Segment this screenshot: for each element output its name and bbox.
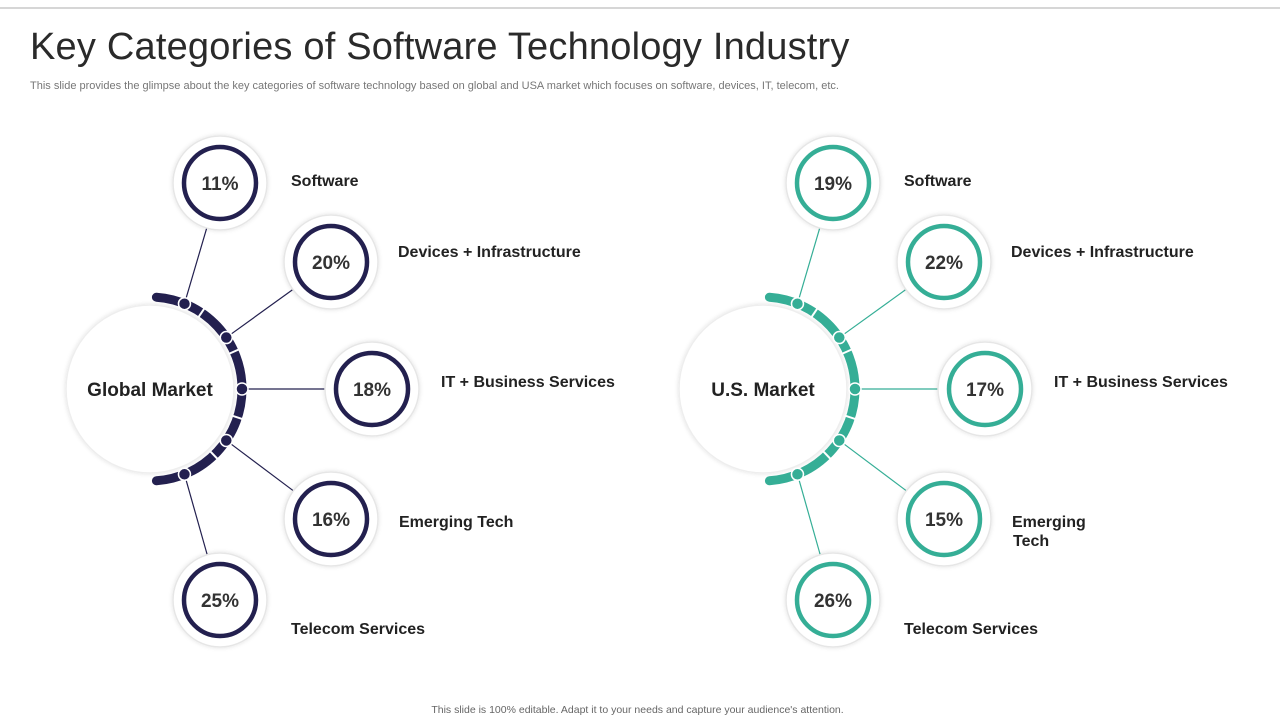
category-label: Telecom Services: [291, 621, 425, 638]
category-percentage: 22%: [925, 253, 963, 274]
top-rule: [0, 7, 1280, 9]
category-label: Emerging Tech: [1012, 514, 1086, 550]
arc-segment-gap: [209, 450, 219, 461]
category-percentage: 25%: [201, 591, 239, 612]
market-diagrams: Global Market 11% Software 20% Devices + Inf…: [65, 135, 1228, 648]
page-title: Key Categories of Software Technology In…: [30, 26, 850, 68]
connector-line: [225, 439, 294, 492]
category-percentage: 19%: [814, 174, 852, 195]
category-percentage: 20%: [312, 253, 350, 274]
category-ring: [292, 480, 370, 558]
connector-line: [796, 474, 821, 555]
connector-dot: [177, 296, 192, 311]
connector-dot: [832, 330, 847, 345]
connector-line: [183, 227, 208, 304]
arc-segment-gap: [231, 414, 244, 421]
category-ring: [794, 561, 872, 639]
market-name: Global Market: [87, 380, 213, 401]
category-label: Devices + Infrastructure: [1011, 244, 1194, 261]
connector-dot: [219, 433, 234, 448]
category-percentage: 11%: [202, 174, 239, 195]
market-center-circle: [678, 304, 848, 474]
category-ring: [905, 480, 983, 558]
category-percentage: 17%: [966, 380, 1004, 401]
connector-dot: [177, 467, 192, 482]
category-label: Telecom Services: [904, 621, 1038, 638]
connector-dot: [848, 382, 862, 396]
connector-line: [225, 289, 294, 339]
category-percentage: 18%: [353, 380, 391, 401]
category-ring: [181, 144, 259, 222]
arc-segment-gap: [822, 450, 832, 461]
category-ring: [333, 350, 411, 428]
category-ring: [905, 223, 983, 301]
category-label: IT + Business Services: [1054, 374, 1228, 391]
category-ring: [181, 561, 259, 639]
category-label: Devices + Infrastructure: [398, 244, 581, 261]
connector-line: [838, 289, 907, 339]
category-label: Emerging Tech: [399, 514, 513, 531]
category-percentage: 26%: [814, 591, 852, 612]
category-ring: [946, 350, 1024, 428]
connector-dot: [790, 467, 805, 482]
market-center-circle: [65, 304, 235, 474]
market-name: U.S. Market: [711, 380, 815, 401]
connector-line: [796, 227, 821, 304]
arc-segment-gap: [841, 348, 853, 355]
footer-note: This slide is 100% editable. Adapt it to…: [431, 704, 844, 716]
category-ring: [794, 144, 872, 222]
connector-dot: [790, 296, 805, 311]
category-percentage: 15%: [925, 510, 963, 531]
page-subtitle: This slide provides the glimpse about th…: [30, 80, 839, 92]
connector-line: [183, 474, 208, 555]
us-market-diagram: U.S. Market 19% Software 22% Devices + Infra…: [678, 135, 1228, 648]
connector-line: [838, 439, 907, 492]
category-label: Software: [904, 173, 972, 190]
arc-segment-gap: [844, 414, 857, 421]
category-ring: [292, 223, 370, 301]
global-market-diagram: Global Market 11% Software 20% Devices + Inf…: [65, 135, 615, 648]
category-label: IT + Business Services: [441, 374, 615, 391]
category-label: Software: [291, 173, 359, 190]
arc-segment-gap: [228, 348, 240, 355]
connector-dot: [219, 330, 234, 345]
arc-segment-gap: [197, 307, 206, 319]
connector-dot: [832, 433, 847, 448]
connector-dot: [235, 382, 249, 396]
arc-segment-gap: [810, 307, 819, 319]
category-percentage: 16%: [312, 510, 350, 531]
